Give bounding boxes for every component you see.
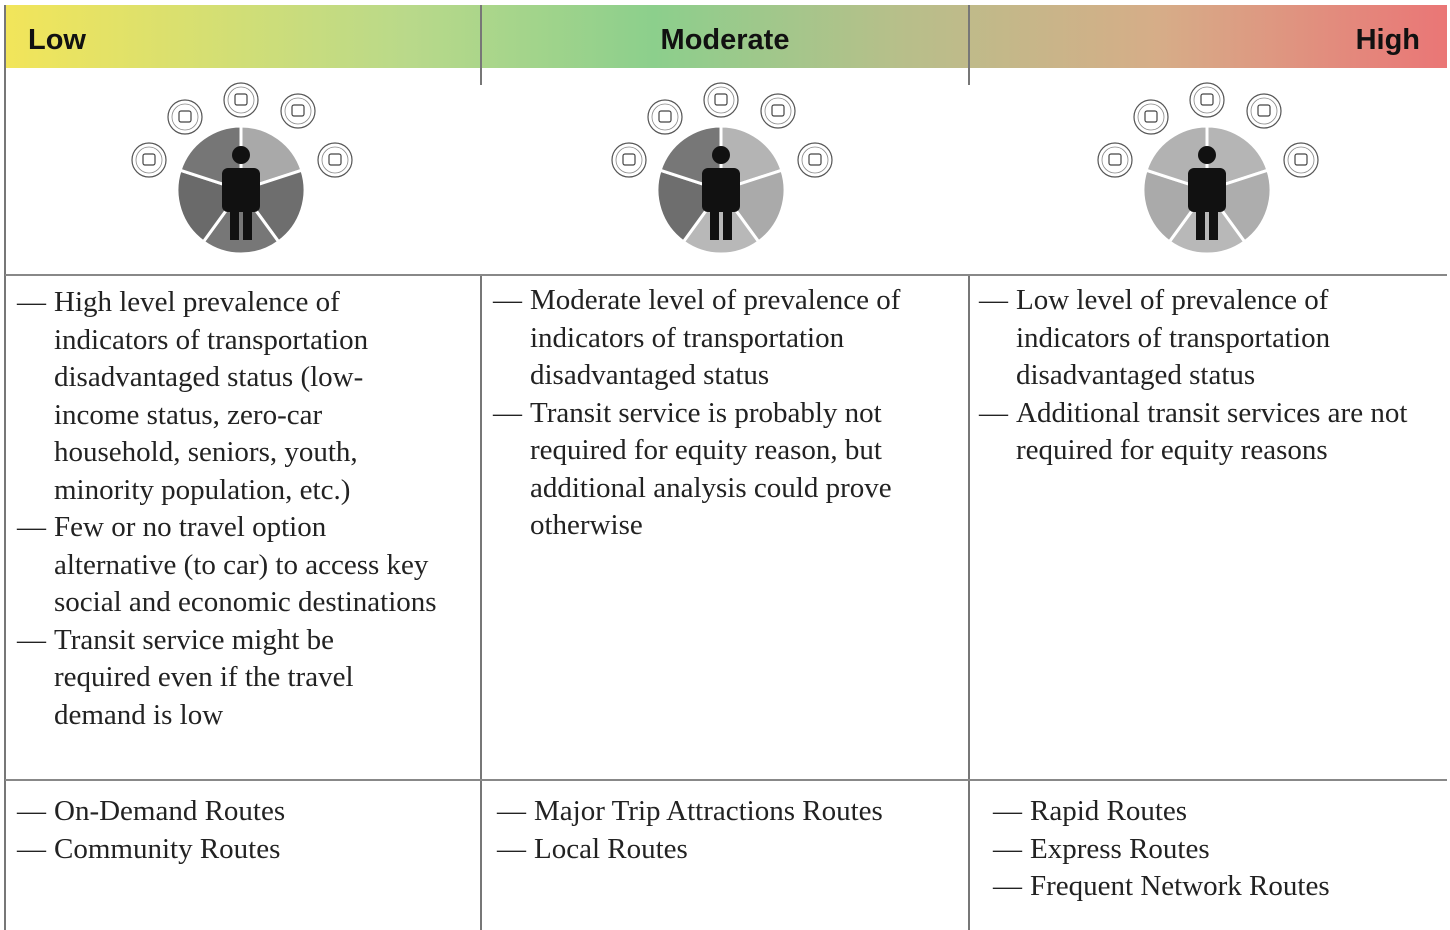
mode-icon-glyph (1200, 93, 1214, 106)
list-item: Transit service is probably not required… (493, 395, 943, 545)
mode-icon-ring (1137, 103, 1165, 131)
list-item: High level prevalence of indicators of t… (17, 284, 437, 509)
mode-icon-glyph (234, 93, 248, 106)
description-list: Low level of prevalence of indicators of… (979, 282, 1439, 470)
mode-icon-glyph (808, 153, 822, 166)
list-item: Major Trip Attractions Routes (497, 793, 947, 831)
mode-icon-ring (227, 86, 255, 114)
mode-icon-glyph (328, 153, 342, 166)
person-body (702, 168, 740, 212)
list-item: Transit service might be required even i… (17, 622, 437, 735)
mode-icon (1283, 142, 1319, 178)
mode-icon-ring (1250, 97, 1278, 125)
mode-icon-ring (764, 97, 792, 125)
mode-icon (797, 142, 833, 178)
mode-icon (280, 93, 316, 129)
mode-icon (703, 82, 739, 118)
divider (480, 275, 482, 930)
mode-icon-ring (321, 146, 349, 174)
mode-icon (167, 99, 203, 135)
routes-list: Rapid RoutesExpress RoutesFrequent Netwo… (993, 793, 1433, 906)
list-item: Few or no travel option alternative (to … (17, 509, 437, 622)
person-leg (230, 208, 239, 240)
border (4, 5, 6, 930)
list-item: Local Routes (497, 831, 947, 869)
mode-icon-ring (284, 97, 312, 125)
mode-icon (1133, 99, 1169, 135)
person-head (1198, 146, 1216, 164)
mode-icon-ring (801, 146, 829, 174)
mode-icon-glyph (622, 153, 636, 166)
level-label: Moderate (660, 24, 790, 56)
mode-icon (317, 142, 353, 178)
level-label: Low (28, 24, 86, 56)
mode-icon-ring (171, 103, 199, 131)
row-border (5, 274, 1447, 276)
mode-diagram (611, 82, 833, 256)
pie-wedge (201, 187, 281, 256)
mode-icon (131, 142, 167, 178)
mode-icon (760, 93, 796, 129)
divider (968, 275, 970, 930)
mode-icon (647, 99, 683, 135)
mode-icon-glyph (1108, 153, 1122, 166)
mode-icon-ring (707, 86, 735, 114)
mode-icon-glyph (1257, 104, 1271, 117)
divider (968, 5, 970, 85)
mode-icon (611, 142, 647, 178)
list-item: Community Routes (17, 831, 457, 869)
list-item: Rapid Routes (993, 793, 1433, 831)
pie-wedge (1167, 187, 1247, 256)
person-leg (710, 208, 719, 240)
mode-icon-glyph (142, 153, 156, 166)
mode-icon-glyph (658, 110, 672, 123)
header-bar: Low Moderate High (5, 5, 1447, 68)
list-item: On-Demand Routes (17, 793, 457, 831)
mode-icon (1246, 93, 1282, 129)
description-list: High level prevalence of indicators of t… (17, 284, 437, 734)
mode-icon-glyph (1144, 110, 1158, 123)
person-body (222, 168, 260, 212)
person-head (712, 146, 730, 164)
mode-icon (1097, 142, 1133, 178)
list-item: Additional transit services are not requ… (979, 395, 1439, 470)
pie-wedge (681, 187, 761, 256)
mode-icon-ring (1193, 86, 1221, 114)
mode-icon-glyph (178, 110, 192, 123)
person-leg (1209, 208, 1218, 240)
mode-icon (223, 82, 259, 118)
mode-icon-ring (615, 146, 643, 174)
person-body (1188, 168, 1226, 212)
mode-icon-ring (135, 146, 163, 174)
mode-icon-ring (651, 103, 679, 131)
person-leg (1196, 208, 1205, 240)
mode-diagram (1097, 82, 1319, 256)
person-head (232, 146, 250, 164)
list-item: Low level of prevalence of indicators of… (979, 282, 1439, 395)
mode-icon-glyph (714, 93, 728, 106)
mode-icon-glyph (771, 104, 785, 117)
description-list: Moderate level of prevalence of indicato… (493, 282, 943, 545)
mode-diagram (131, 82, 353, 256)
mode-icon-ring (1287, 146, 1315, 174)
row-border (5, 779, 1447, 781)
routes-list: Major Trip Attractions RoutesLocal Route… (497, 793, 947, 868)
person-leg (723, 208, 732, 240)
list-item: Moderate level of prevalence of indicato… (493, 282, 943, 395)
list-item: Express Routes (993, 831, 1433, 869)
list-item: Frequent Network Routes (993, 868, 1433, 906)
level-label: High (1355, 24, 1420, 56)
mode-icon-glyph (291, 104, 305, 117)
person-leg (243, 208, 252, 240)
divider (480, 5, 482, 85)
mode-icon-ring (1101, 146, 1129, 174)
mode-icon-glyph (1294, 153, 1308, 166)
routes-list: On-Demand RoutesCommunity Routes (17, 793, 457, 868)
mode-icon (1189, 82, 1225, 118)
